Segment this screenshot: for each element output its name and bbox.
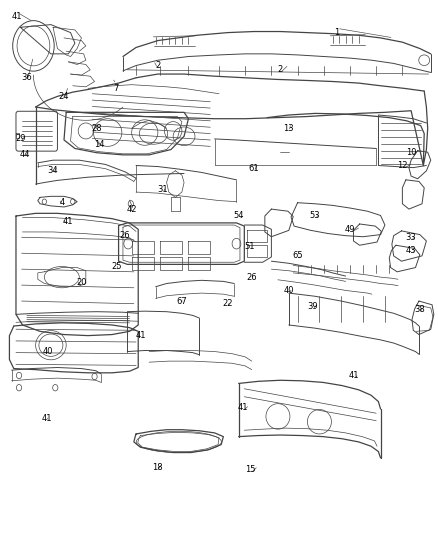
- Text: 15: 15: [245, 465, 256, 474]
- Text: 22: 22: [223, 299, 233, 308]
- Text: 7: 7: [114, 84, 119, 93]
- Text: 36: 36: [21, 73, 32, 82]
- Text: 4: 4: [59, 198, 64, 207]
- Text: 67: 67: [177, 296, 187, 305]
- Text: 38: 38: [414, 304, 425, 313]
- Text: 53: 53: [310, 212, 320, 221]
- Text: 42: 42: [127, 205, 137, 214]
- Text: 31: 31: [157, 185, 168, 194]
- Text: 12: 12: [397, 161, 408, 170]
- Text: 2: 2: [278, 66, 283, 74]
- Text: 51: 51: [244, 242, 255, 251]
- Text: 40: 40: [42, 347, 53, 356]
- Text: 25: 25: [111, 262, 122, 271]
- Text: 41: 41: [12, 12, 22, 21]
- Text: 41: 41: [63, 217, 74, 226]
- Text: 49: 49: [345, 225, 355, 234]
- Text: 65: 65: [292, 252, 303, 260]
- Text: 20: 20: [76, 278, 87, 287]
- Text: 18: 18: [152, 463, 162, 472]
- Text: 14: 14: [94, 140, 104, 149]
- Text: 41: 41: [238, 403, 248, 412]
- Text: 34: 34: [48, 166, 58, 175]
- Text: 61: 61: [249, 164, 259, 173]
- Text: 33: 33: [406, 233, 417, 242]
- Text: 2: 2: [155, 61, 160, 70]
- Text: 41: 41: [349, 371, 360, 380]
- Text: 41: 41: [41, 414, 52, 423]
- Text: 1: 1: [334, 28, 339, 37]
- Text: 54: 54: [233, 212, 244, 221]
- Text: 26: 26: [247, 273, 257, 281]
- Text: 40: 40: [284, 286, 294, 295]
- Text: 13: 13: [283, 124, 294, 133]
- Text: 28: 28: [92, 124, 102, 133]
- Text: 41: 41: [135, 331, 146, 340]
- Text: 26: 26: [120, 231, 131, 240]
- Text: 39: 39: [307, 302, 318, 311]
- Text: 44: 44: [19, 150, 30, 159]
- Text: 43: 43: [406, 246, 417, 255]
- Text: 29: 29: [15, 134, 25, 143]
- Text: 10: 10: [406, 148, 417, 157]
- Text: 24: 24: [59, 92, 69, 101]
